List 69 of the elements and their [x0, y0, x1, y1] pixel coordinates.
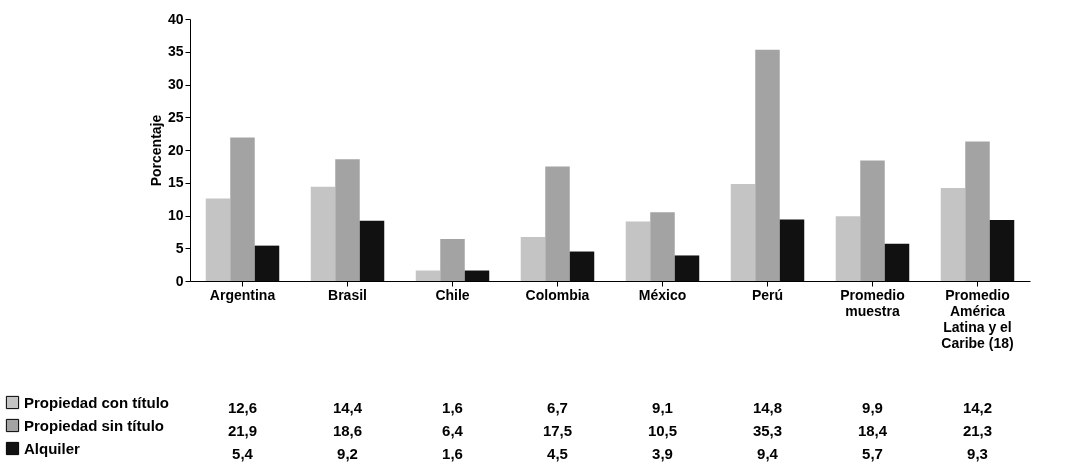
- data-label: 10,5: [647, 422, 678, 439]
- data-label: 21,9: [227, 422, 258, 439]
- bar: [884, 243, 910, 281]
- y-tick-label: 0: [175, 272, 184, 289]
- data-label: 5,7: [862, 445, 883, 462]
- legend-label: Propiedad con título: [24, 393, 169, 411]
- bar: [335, 159, 360, 281]
- bar: [440, 239, 465, 281]
- data-label: 14,4: [332, 399, 363, 416]
- bar: [989, 220, 1015, 281]
- y-tick-label: 40: [167, 10, 184, 27]
- y-tick-label: 35: [167, 43, 184, 60]
- bar: [940, 187, 966, 281]
- bar: [205, 198, 231, 281]
- bar: [230, 137, 255, 281]
- bar: [860, 160, 885, 281]
- x-tick-label: Promedio América Latina y el Caribe (18): [941, 286, 1014, 351]
- y-tick-label: 25: [167, 108, 184, 125]
- data-label: 35,3: [752, 422, 783, 439]
- data-label: 9,4: [757, 445, 779, 462]
- bar: [545, 166, 570, 281]
- data-label: 14,2: [962, 399, 993, 416]
- bar: [674, 255, 700, 281]
- legend-label: Propiedad sin título: [24, 416, 165, 434]
- bar: [650, 212, 675, 281]
- y-tick-label: 5: [175, 239, 184, 256]
- bar: [835, 216, 861, 281]
- bar: [254, 245, 280, 281]
- x-tick-label: Promedio muestra: [840, 286, 905, 319]
- data-label: 9,9: [862, 399, 883, 416]
- data-label: 9,1: [652, 399, 673, 416]
- y-tick-label: 10: [167, 207, 184, 223]
- data-label: 1,6: [442, 445, 463, 462]
- bar: [310, 186, 336, 281]
- bar: [755, 49, 780, 281]
- data-label: 17,5: [542, 422, 573, 439]
- bar: [569, 251, 595, 281]
- data-label: 9,2: [337, 445, 358, 462]
- bar: [359, 220, 385, 281]
- x-tick-label: Perú: [751, 286, 784, 303]
- bar: [415, 270, 441, 281]
- x-tick-label: Argentina: [209, 286, 276, 303]
- legend-label: Alquiler: [24, 439, 80, 457]
- data-label: 5,4: [232, 445, 254, 462]
- data-label: 14,8: [752, 399, 783, 416]
- x-tick-label: Brasil: [328, 286, 367, 303]
- x-tick-label: México: [638, 286, 687, 303]
- bar: [520, 237, 546, 281]
- bar: [625, 221, 651, 281]
- data-label: 18,6: [332, 422, 363, 439]
- bar: [730, 184, 756, 281]
- y-axis-title: Porcentaje: [147, 114, 164, 187]
- data-label: 21,3: [962, 422, 993, 439]
- y-tick-label: 15: [167, 174, 184, 191]
- bar: [965, 141, 990, 281]
- data-label: 12,6: [227, 399, 258, 416]
- data-label: 9,3: [967, 445, 988, 462]
- y-tick-label: 20: [167, 141, 184, 158]
- data-label: 6,7: [547, 399, 568, 416]
- x-tick-label: Colombia: [525, 286, 590, 303]
- data-label: 3,9: [652, 445, 673, 462]
- bar: [779, 219, 805, 281]
- x-tick-label: Chile: [435, 286, 470, 303]
- bar: [464, 270, 490, 281]
- data-label: 4,5: [547, 445, 568, 462]
- data-label: 1,6: [442, 399, 463, 416]
- data-label: 6,4: [442, 422, 464, 439]
- data-label: 18,4: [857, 422, 888, 439]
- y-tick-label: 30: [167, 76, 184, 92]
